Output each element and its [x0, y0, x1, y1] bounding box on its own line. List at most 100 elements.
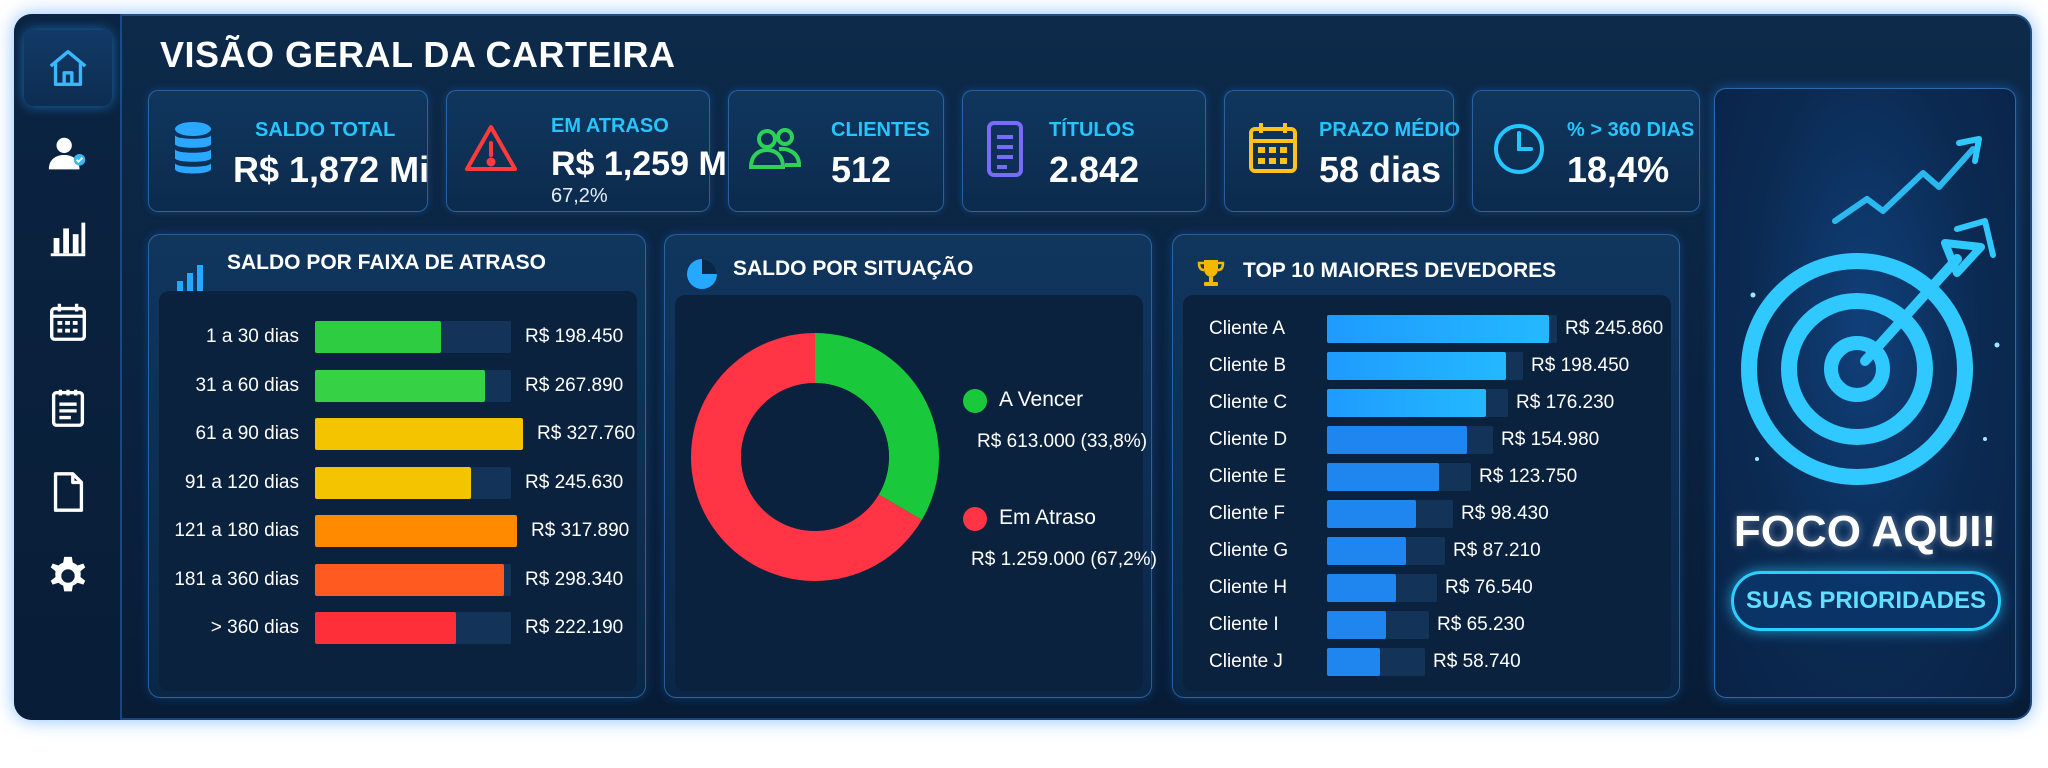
legend-value-a-vencer: R$ 613.000 (33,8%) [977, 431, 1148, 452]
aging-row-value: R$ 222.190 [525, 617, 624, 638]
sidebar-item-settings[interactable] [24, 538, 112, 614]
debtor-bar[interactable] [1327, 426, 1467, 454]
debtor-name: Cliente D [1209, 429, 1288, 450]
focus-title: FOCO AQUI! [1733, 507, 1997, 556]
kpi-card-acima-360[interactable]: % > 360 DIAS 18,4% [1472, 90, 1700, 212]
pie-chart-icon [687, 259, 717, 289]
debtor-value: R$ 176.230 [1516, 392, 1615, 413]
panel-title: SALDO POR FAIXA DE ATRASO [227, 251, 546, 274]
legend-dot-a-vencer [963, 389, 987, 413]
notepad-icon [51, 389, 85, 427]
aging-row-value: R$ 267.890 [525, 374, 624, 396]
debtor-bar[interactable] [1327, 315, 1549, 343]
aging-bar[interactable] [315, 466, 471, 499]
aging-row-label: > 360 dias [210, 617, 299, 638]
donut-chart [691, 333, 939, 581]
target-icon [1741, 136, 2000, 485]
debtor-name: Cliente E [1209, 466, 1287, 487]
kpi-value: 18,4% [1567, 149, 1670, 190]
donut-slice-a-vencer[interactable] [815, 333, 939, 520]
sidebar-item-reports[interactable] [24, 200, 112, 276]
kpi-label: TÍTULOS [1049, 119, 1135, 141]
kpi-card-saldo-total[interactable]: SALDO TOTAL R$ 1,872 Mi [148, 90, 430, 212]
sidebar-item-documents[interactable] [24, 454, 112, 530]
kpi-label: PRAZO MÉDIO [1319, 119, 1461, 141]
kpi-value: R$ 1,872 Mi [233, 149, 430, 190]
aging-row-label: 121 a 180 dias [174, 520, 299, 541]
aging-bar[interactable] [315, 563, 504, 596]
kpi-card-titulos[interactable]: TÍTULOS 2.842 [962, 90, 1206, 212]
status-chart-area: A Vencer R$ 613.000 (33,8%) Em Atraso R$… [675, 295, 1157, 691]
user-icon [48, 137, 86, 170]
home-icon [49, 50, 87, 86]
aging-row-label: 91 a 120 dias [184, 471, 299, 493]
users-icon [748, 128, 802, 169]
sidebar-item-notes[interactable] [24, 370, 112, 446]
debtor-bar[interactable] [1327, 352, 1506, 380]
bar-chart-icon [177, 265, 203, 293]
debtor-value: R$ 65.230 [1437, 614, 1525, 635]
debtor-value: R$ 58.740 [1433, 651, 1521, 672]
aging-row-value: R$ 198.450 [525, 326, 624, 347]
debtor-value: R$ 245.860 [1565, 318, 1664, 339]
top10-list: Cliente A R$ 245.860 Cliente B R$ 198.450 Cl… [1183, 295, 1671, 691]
sidebar-item-calendar[interactable] [24, 284, 112, 360]
debtor-bar[interactable] [1327, 500, 1416, 528]
debtor-bar[interactable] [1327, 574, 1396, 602]
top10-panel: TOP 10 MAIORES DEVEDORES Cliente A R$ 245… [1172, 234, 1680, 698]
aging-row-label: 1 a 30 dias [206, 326, 299, 347]
aging-bar[interactable] [315, 612, 456, 644]
legend-dot-em-atraso [963, 507, 987, 531]
warning-icon [465, 125, 517, 171]
aging-bar[interactable] [315, 369, 485, 402]
focus-card: FOCO AQUI! SUAS PRIORIDADES [1714, 88, 2016, 698]
aging-row-label: 61 a 90 dias [195, 423, 299, 444]
aging-row-label: 31 a 60 dias [195, 374, 299, 396]
status-panel: SALDO POR SITUAÇÃO A Vencer R$ 613.000 (… [664, 234, 1157, 698]
aging-bar[interactable] [315, 418, 523, 450]
panel-title: TOP 10 MAIORES DEVEDORES [1243, 259, 1557, 282]
panel-title: SALDO POR SITUAÇÃO [733, 257, 974, 280]
page-title: VISÃO GERAL DA CARTEIRA [160, 34, 676, 75]
document-icon [53, 472, 84, 512]
kpi-value: R$ 1,259 Mi [551, 145, 737, 183]
debtor-value: R$ 154.980 [1501, 429, 1600, 450]
debtor-bar[interactable] [1327, 648, 1380, 676]
legend-label-a-vencer: A Vencer [999, 388, 1084, 411]
kpi-card-clientes[interactable]: CLIENTES 512 [728, 90, 944, 212]
legend-value-em-atraso: R$ 1.259.000 (67,2%) [971, 549, 1157, 570]
aging-list: 1 a 30 dias R$ 198.450 31 a 60 dias R$ 267.… [159, 291, 637, 691]
debtor-bar[interactable] [1327, 537, 1406, 565]
debtor-value: R$ 87.210 [1453, 540, 1541, 561]
debtor-bar[interactable] [1327, 611, 1386, 639]
debtor-name: Cliente B [1209, 355, 1287, 376]
debtor-name: Cliente F [1209, 503, 1286, 524]
debtor-bar[interactable] [1327, 389, 1486, 417]
debtor-name: Cliente J [1209, 651, 1283, 672]
kpi-label: CLIENTES [831, 119, 930, 141]
donut-hole [741, 383, 889, 531]
dashboard-window: VISÃO GERAL DA CARTEIRA SALDO TOTAL R$ 1… [14, 14, 2032, 720]
kpi-value: 512 [831, 149, 892, 190]
kpi-label: EM ATRASO [551, 115, 669, 137]
kpi-label: % > 360 DIAS [1567, 119, 1695, 141]
aging-bar[interactable] [315, 321, 441, 353]
aging-row-value: R$ 245.630 [525, 471, 624, 493]
document-list-icon [987, 121, 1023, 177]
aging-bar[interactable] [315, 515, 517, 547]
sidebar-item-home[interactable] [24, 30, 112, 106]
database-icon [175, 122, 211, 174]
clock-icon [1494, 124, 1544, 174]
calendar-icon [50, 303, 86, 341]
kpi-card-em-atraso[interactable]: EM ATRASO R$ 1,259 Mi 67,2% [446, 90, 736, 212]
calendar-icon [1249, 123, 1297, 173]
donut-slice-em-atraso[interactable] [691, 333, 922, 581]
sidebar-item-users[interactable] [24, 116, 112, 192]
trophy-icon [1197, 260, 1225, 286]
kpi-card-prazo-medio[interactable]: PRAZO MÉDIO 58 dias [1224, 90, 1460, 212]
priorities-button[interactable]: SUAS PRIORIDADES [1731, 571, 2001, 631]
debtor-bar[interactable] [1327, 463, 1439, 491]
debtor-name: Cliente H [1209, 577, 1288, 598]
aging-row-label: 181 a 360 dias [174, 568, 299, 590]
debtor-name: Cliente I [1209, 614, 1279, 635]
